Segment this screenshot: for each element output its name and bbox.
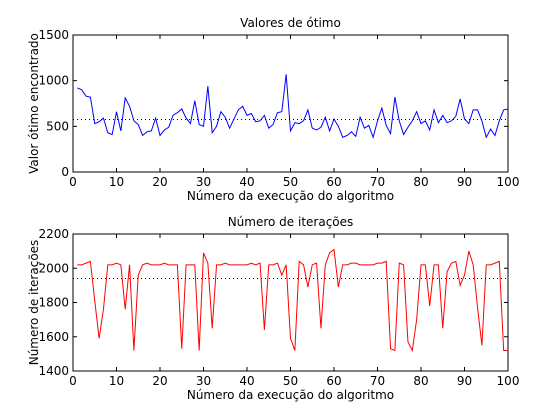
- x-tick-label: 80: [413, 175, 428, 189]
- x-axis-label: Número da execução do algoritmo: [187, 189, 394, 203]
- y-tick-label: 2200: [38, 227, 69, 241]
- x-tick-label: 100: [497, 175, 520, 189]
- y-tick-label: 2000: [38, 261, 69, 275]
- x-tick-label: 50: [283, 175, 298, 189]
- x-tick-label: 0: [69, 374, 77, 388]
- x-tick-label: 90: [457, 175, 472, 189]
- y-tick-label: 0: [61, 165, 69, 179]
- data-series-line: [77, 248, 508, 353]
- x-tick-label: 40: [239, 175, 254, 189]
- x-tick-label: 30: [196, 175, 211, 189]
- x-tick-label: 70: [370, 374, 385, 388]
- x-tick-label: 20: [152, 374, 167, 388]
- x-tick-label: 30: [196, 374, 211, 388]
- x-tick-label: 20: [152, 175, 167, 189]
- y-tick-label: 1600: [38, 330, 69, 344]
- x-tick-label: 60: [326, 374, 341, 388]
- x-tick-label: 70: [370, 175, 385, 189]
- axes-frame: [72, 34, 509, 173]
- x-tick-label: 10: [109, 374, 124, 388]
- subplot-numero-de-iteracoes: 0 10 20 30 40 50 60 70 80 90 100 1400 1600 1800 2000 22…: [27, 215, 519, 402]
- axes-frame: [72, 233, 509, 372]
- x-tick-label: 40: [239, 374, 254, 388]
- x-tick-label: 100: [497, 374, 520, 388]
- y-tick-label: 1500: [38, 28, 69, 42]
- y-tick-label: 1000: [38, 74, 69, 88]
- x-tick-label: 90: [457, 374, 472, 388]
- chart-title: Número de iterações: [228, 215, 354, 229]
- x-tick-label: 0: [69, 175, 77, 189]
- y-axis-label: Número de iterações: [27, 240, 41, 366]
- x-axis-label: Número da execução do algoritmo: [187, 388, 394, 402]
- subplot-valores-de-otimo: 0 10 20 30 40 50 60 70 80 90 100050010001500Valore…: [27, 16, 519, 203]
- x-tick-label: 10: [109, 175, 124, 189]
- x-tick-label: 50: [283, 374, 298, 388]
- y-tick-label: 1400: [38, 364, 69, 378]
- y-axis-label: Valor ótimo encontrado: [27, 33, 41, 174]
- chart-title: Valores de ótimo: [240, 16, 341, 30]
- x-tick-label: 60: [326, 175, 341, 189]
- data-series-line: [77, 74, 509, 139]
- x-tick-label: 80: [413, 374, 428, 388]
- y-tick-label: 1800: [38, 296, 69, 310]
- y-tick-label: 500: [46, 119, 69, 133]
